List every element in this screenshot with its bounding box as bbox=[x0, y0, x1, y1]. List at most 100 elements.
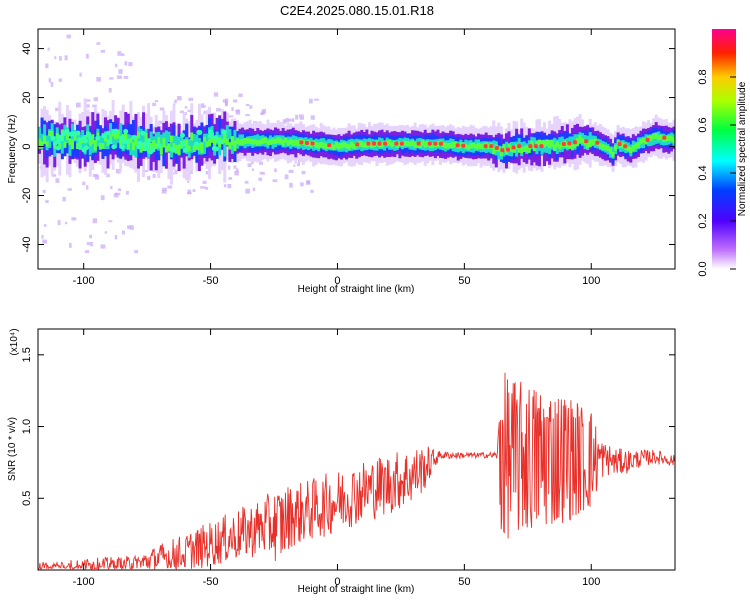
spectrogram-noise-cell bbox=[235, 109, 241, 115]
spectrogram-band-cell bbox=[276, 137, 280, 144]
spectrogram-band-cell bbox=[553, 137, 557, 149]
spectrogram-band-cell bbox=[233, 129, 237, 151]
spectrogram-peak-cell bbox=[137, 140, 143, 146]
spectrogram-noise-cell bbox=[147, 175, 151, 180]
spectrogram-noise-cell bbox=[109, 77, 114, 80]
spectrogram-band-cell bbox=[492, 146, 496, 155]
spectrogram-peak-cell bbox=[183, 147, 189, 153]
spectrogram-band-cell bbox=[149, 142, 153, 154]
spectrogram-noise-cell bbox=[121, 53, 125, 56]
spectrogram-peak-cell bbox=[645, 137, 650, 142]
spectrogram-band-cell bbox=[208, 138, 212, 147]
spectrogram-noise-cell bbox=[245, 113, 250, 117]
spectrogram-noise-cell bbox=[161, 190, 167, 194]
spectrogram-band-cell bbox=[471, 142, 475, 148]
spectrogram-band-cell bbox=[256, 140, 260, 146]
spectrogram-noise-cell bbox=[289, 182, 293, 188]
spectrogram-peak-cell bbox=[623, 144, 628, 149]
spectrogram-band-cell bbox=[418, 142, 422, 149]
spectrogram-band-cell bbox=[525, 145, 529, 153]
spectrogram-noise-cell bbox=[234, 171, 239, 176]
spectrogram-noise-cell bbox=[301, 170, 306, 175]
spectrogram-band-cell bbox=[131, 120, 135, 149]
spectrogram-band-cell bbox=[329, 143, 333, 149]
spectrogram-peak-cell bbox=[170, 146, 176, 152]
spectrogram-peak-cell bbox=[142, 146, 148, 152]
spectrogram-band-cell bbox=[142, 131, 146, 148]
spectrogram-band-cell bbox=[301, 139, 305, 145]
spectrogram-band-cell bbox=[403, 140, 407, 147]
spectrogram-band-cell bbox=[43, 124, 47, 141]
spectrogram-band-cell bbox=[601, 144, 605, 150]
spectrogram-band-cell bbox=[466, 144, 470, 151]
spectrogram-peak-cell bbox=[561, 142, 566, 147]
spectrogram-peak-cell bbox=[125, 139, 131, 145]
spectrogram-peak-cell bbox=[211, 145, 217, 151]
snr-x-tick-label: -50 bbox=[203, 576, 219, 588]
spectrogram-band-cell bbox=[545, 142, 549, 153]
spectrogram-noise-cell bbox=[288, 118, 293, 122]
spectrogram-band-cell bbox=[362, 142, 366, 148]
spectrogram-noise-cell bbox=[190, 169, 193, 174]
spectrogram-band-cell bbox=[449, 142, 453, 148]
spectrogram-band-cell bbox=[202, 133, 206, 154]
spectrogram-noise-cell bbox=[288, 169, 294, 173]
spectrogram-peak-cell bbox=[217, 139, 223, 145]
spectrogram-noise-cell bbox=[54, 56, 57, 60]
spectrogram-peak-cell bbox=[84, 145, 90, 151]
spectrogram-noise-cell bbox=[179, 110, 184, 114]
spectrogram-band-cell bbox=[550, 139, 554, 147]
spectrogram-band-cell bbox=[446, 143, 450, 149]
spectrogram-noise-cell bbox=[262, 172, 265, 175]
spectrogram-band-cell bbox=[614, 144, 618, 151]
spectrogram-band-cell bbox=[520, 147, 524, 154]
spectrogram-noise-cell bbox=[86, 242, 91, 246]
snr-y-tick-label: 1.5 bbox=[21, 347, 33, 362]
spectrogram-band-cell bbox=[175, 135, 179, 148]
spectrogram-band-cell bbox=[202, 136, 206, 142]
spectrogram-band-cell bbox=[230, 136, 234, 146]
spectrogram-peak-cell bbox=[213, 135, 219, 141]
spectrogram-band-cell bbox=[570, 143, 574, 150]
spectrogram-band-cell bbox=[631, 145, 635, 151]
spectrogram-peak-cell bbox=[119, 135, 125, 141]
spectrogram-band-cell bbox=[114, 130, 118, 140]
spectrogram-band-cell bbox=[522, 146, 526, 153]
spectrogram-noise-cell bbox=[59, 56, 62, 61]
spectrogram-marks bbox=[38, 34, 675, 254]
spectrogram-band-cell bbox=[340, 143, 344, 149]
spectrogram-noise-cell bbox=[293, 164, 296, 167]
spectrogram-noise-cell bbox=[114, 234, 118, 240]
spectrogram-noise-cell bbox=[79, 72, 82, 77]
spectrogram-band-cell bbox=[63, 141, 67, 148]
spectrogram-frame bbox=[37, 28, 676, 270]
spectrogram-peak-cell bbox=[107, 139, 113, 145]
spectrogram-y-tick-label: -40 bbox=[21, 237, 33, 253]
spectrogram-noise-cell bbox=[64, 55, 68, 61]
spectrogram-noise-cell bbox=[222, 99, 227, 103]
spectrogram-band-cell bbox=[225, 138, 229, 146]
spectrogram-noise-cell bbox=[308, 98, 313, 104]
spectrogram-noise-cell bbox=[86, 185, 89, 190]
spectrogram-noise-cell bbox=[259, 171, 264, 175]
spectrogram-band-cell bbox=[609, 148, 613, 154]
spectrogram-band-cell bbox=[390, 142, 394, 148]
spectrogram-band-cell bbox=[159, 134, 163, 149]
snr-marks bbox=[38, 372, 675, 570]
spectrogram-noise-cell bbox=[114, 63, 118, 68]
spectrogram-band-cell bbox=[258, 139, 262, 145]
spectrogram-peak-cell bbox=[119, 144, 125, 150]
spectrogram-band-cell bbox=[93, 140, 97, 151]
spectrogram-noise-cell bbox=[42, 239, 48, 244]
spectrogram-band-cell bbox=[669, 135, 673, 141]
spectrogram-noise-cell bbox=[127, 225, 131, 229]
spectrogram-band-cell bbox=[253, 139, 257, 145]
spectrogram-noise-cell bbox=[100, 49, 106, 53]
spectrogram-band-cell bbox=[636, 142, 640, 148]
spectrogram-band-cell bbox=[487, 143, 491, 149]
spectrogram-noise-cell bbox=[310, 115, 315, 120]
spectrogram-noise-cell bbox=[118, 69, 123, 74]
snr-y-axis-label: SNR (10 * v/v) bbox=[7, 417, 18, 481]
spectrogram-noise-cell bbox=[188, 97, 194, 101]
spectrogram-band-cell bbox=[527, 147, 531, 153]
